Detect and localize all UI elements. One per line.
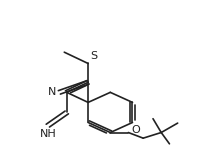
Text: NH: NH <box>39 129 56 139</box>
Text: O: O <box>131 125 140 135</box>
Text: S: S <box>90 51 97 61</box>
Text: N: N <box>48 87 56 97</box>
